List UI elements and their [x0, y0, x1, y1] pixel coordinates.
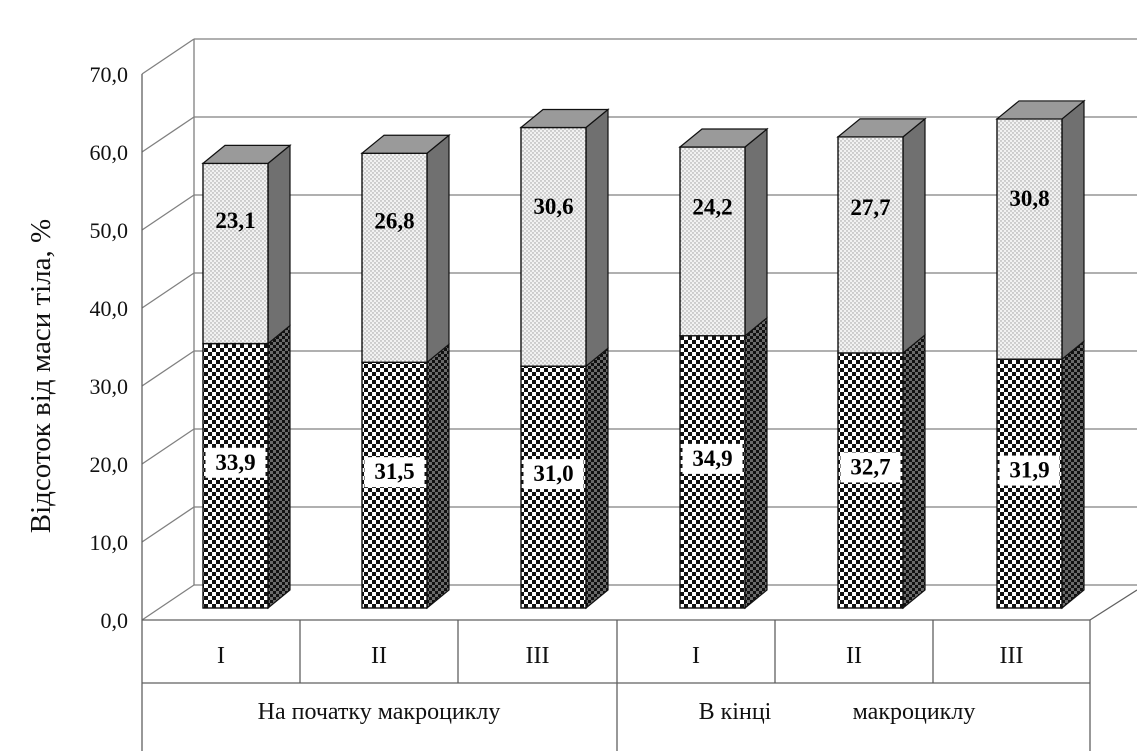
bar-side-upper: [426, 133, 450, 364]
bar-segment-upper: [837, 136, 904, 354]
gridline-diagonal: [141, 116, 195, 153]
y-axis: 0,0 10,0 20,0 30,0 40,0 50,0 60,0 70,0: [90, 39, 195, 633]
bar-side-upper: [267, 144, 291, 345]
bar-segment-upper: [996, 118, 1063, 360]
floor-right-edge: [1089, 589, 1137, 621]
data-label-lower: 31,0: [533, 461, 573, 486]
gridline-diagonal: [141, 584, 195, 621]
x-group-label: В кінці: [699, 699, 772, 725]
x-category-label: I: [692, 643, 700, 669]
gridlines: [141, 38, 1137, 621]
x-category-label: III: [526, 643, 550, 669]
data-label-upper: 23,1: [215, 208, 255, 233]
gridline-diagonal: [141, 194, 195, 231]
x-group-label: На початку макроциклу: [258, 699, 501, 725]
data-label-upper: 30,6: [533, 194, 573, 219]
y-tick-label: 60,0: [90, 140, 129, 165]
data-label-upper: 30,8: [1009, 186, 1049, 211]
y-tick-label: 70,0: [90, 62, 129, 87]
bar-side-lower: [1061, 339, 1085, 610]
data-label-upper: 24,2: [692, 195, 732, 220]
bar-segment-upper: [202, 162, 269, 345]
bar-top: [836, 118, 927, 138]
y-tick-label: 20,0: [90, 452, 129, 477]
bar-segment-upper: [520, 126, 587, 367]
gridline-diagonal: [141, 350, 195, 387]
y-tick-label: 10,0: [90, 530, 129, 555]
y-tick-label: 40,0: [90, 296, 129, 321]
data-label-lower: 31,9: [1009, 458, 1049, 483]
bar-side-lower: [585, 346, 609, 610]
bar-side-lower: [267, 324, 291, 610]
y-tick-label: 50,0: [90, 218, 129, 243]
data-label-bg: [999, 455, 1060, 486]
x-category-label: II: [846, 643, 862, 669]
data-label-lower: 31,5: [374, 459, 414, 484]
bar-side-upper: [744, 127, 768, 338]
y-axis-title: Відсоток від маси тіла, %: [25, 219, 57, 533]
bar-top: [995, 100, 1086, 120]
data-label-bg: [523, 459, 584, 490]
data-label-upper: 27,7: [850, 195, 890, 220]
data-label-bg: [205, 447, 266, 478]
data-label-bg: [364, 457, 425, 488]
bar-top: [360, 134, 451, 154]
data-label-bg: [840, 452, 901, 483]
x-category-label: I: [217, 643, 225, 669]
y-tick-label: 0,0: [101, 608, 129, 633]
bar-side-lower: [744, 316, 768, 610]
data-labels: 33,9 23,1 31,5 26,8 31,0 30,6 34,9 24,2 32,7 27,7…: [205, 186, 1060, 490]
data-label-lower: 32,7: [850, 454, 890, 479]
gridline-diagonal: [141, 272, 195, 309]
data-label-lower: 33,9: [215, 450, 255, 475]
bar-segment-upper: [361, 152, 428, 363]
bar-side-upper: [1061, 99, 1085, 361]
x-category-label: III: [1000, 643, 1024, 669]
bar-side-upper: [902, 117, 926, 355]
gridline-diagonal: [141, 428, 195, 465]
bars: [201, 99, 1086, 610]
data-label-lower: 34,9: [692, 446, 732, 471]
data-label-upper: 26,8: [374, 209, 414, 234]
x-group-label: макроциклу: [853, 699, 976, 725]
bar-top: [519, 108, 610, 129]
bar-top: [678, 128, 769, 148]
bar-segment-upper: [679, 146, 746, 337]
bar-top: [201, 144, 292, 164]
bar-side-lower: [426, 343, 450, 610]
bar-side-lower: [902, 333, 926, 610]
x-category-label: II: [371, 643, 387, 669]
data-label-bg: [682, 443, 743, 474]
gridline-diagonal: [141, 506, 195, 543]
bar-side-upper: [585, 108, 609, 368]
gridline-diagonal: [141, 38, 195, 75]
y-tick-label: 30,0: [90, 374, 129, 399]
